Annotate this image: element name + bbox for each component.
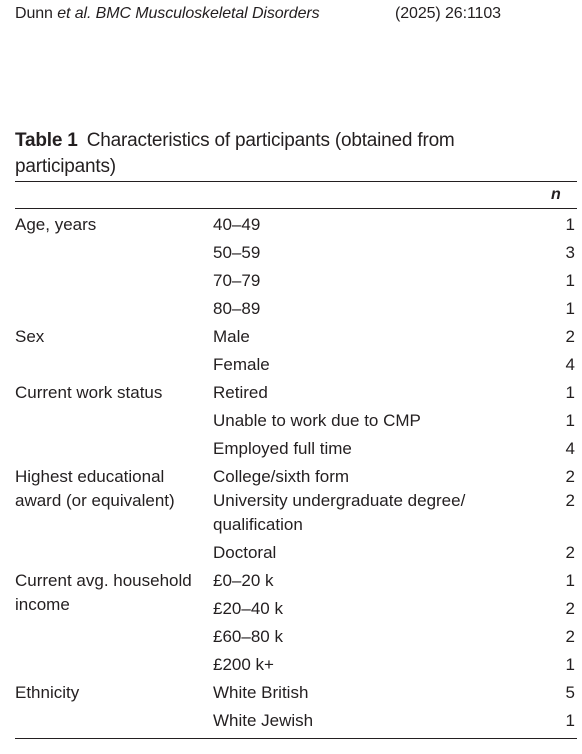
row-subcategory: 40–49: [213, 215, 261, 234]
row-count: 2: [565, 627, 575, 646]
row-count: 1: [565, 299, 575, 318]
table-top-rule: [15, 181, 577, 182]
table-row: Unable to work due to CMP 1: [15, 407, 577, 435]
table-row: Employed full time 4: [15, 435, 577, 463]
table-label: Table 1: [15, 130, 78, 151]
table-row: £60–80 k 2: [15, 623, 577, 651]
row-subcategory: £0–20 k: [213, 571, 274, 590]
row-subcategory: Doctoral: [213, 543, 277, 562]
row-count: 3: [565, 243, 575, 262]
table-row: 70–79 1: [15, 267, 577, 295]
column-header-n: n: [551, 186, 561, 203]
row-count: 4: [565, 439, 575, 458]
running-head-citation: (2025) 26:1103: [395, 5, 501, 22]
row-count: 2: [565, 491, 575, 510]
row-subcategory: White British: [213, 683, 309, 702]
row-count: 1: [565, 655, 575, 674]
table-row: Ethnicity White British 5: [15, 679, 577, 707]
row-count: 1: [565, 711, 575, 730]
row-count: 2: [565, 599, 575, 618]
row-category: Age, years: [15, 215, 97, 234]
table-row: Sex Male 2: [15, 323, 577, 351]
row-count: 4: [565, 355, 575, 374]
row-count: 2: [565, 543, 575, 562]
row-count: 5: [565, 683, 575, 702]
row-subcategory: £60–80 k: [213, 627, 283, 646]
table-row: 50–59 3: [15, 239, 577, 267]
row-subcategory: Unable to work due to CMP: [213, 411, 421, 430]
running-head-et-al: et al.: [57, 5, 92, 22]
table-row: Current avg. household income £0–20 k 1: [15, 567, 577, 614]
row-count: 2: [565, 467, 575, 486]
table-row: £200 k+ 1: [15, 651, 577, 679]
row-category: Ethnicity: [15, 683, 80, 702]
row-subcategory: University undergraduate degree/ qualifi…: [213, 491, 466, 534]
row-count: 2: [565, 327, 575, 346]
row-subcategory: Employed full time: [213, 439, 352, 458]
table-row: Age, years 40–49 1: [15, 211, 577, 239]
row-subcategory: Retired: [213, 383, 268, 402]
row-count: 1: [565, 383, 575, 402]
row-subcategory: £200 k+: [213, 655, 274, 674]
running-head-journal: BMC Musculoskeletal Disorders: [95, 5, 320, 22]
table-row: £20–40 k 2: [15, 595, 577, 623]
row-subcategory: 70–79: [213, 271, 261, 290]
table-row: Highest educational award (or equivalent…: [15, 463, 577, 510]
row-category: Sex: [15, 327, 45, 346]
table-body: Age, years 40–49 1 50–59 3 70–79 1 80–89 1 Sex Mal…: [15, 211, 577, 735]
row-subcategory: £20–40 k: [213, 599, 283, 618]
table-row: Doctoral 2: [15, 539, 577, 567]
row-subcategory: College/sixth form: [213, 467, 350, 486]
row-category: Current work status: [15, 383, 163, 402]
table-row: Current work status Retired 1: [15, 379, 577, 407]
row-subcategory: White Jewish: [213, 711, 314, 730]
row-count: 1: [565, 271, 575, 290]
row-subcategory: 80–89: [213, 299, 261, 318]
row-count: 1: [565, 215, 575, 234]
table-caption-text: Characteristics of participants (obtaine…: [15, 130, 455, 177]
row-count: 1: [565, 411, 575, 430]
table-row: University undergraduate degree/ qualifi…: [15, 487, 577, 539]
row-count: 1: [565, 571, 575, 590]
table-row: White Jewish 1: [15, 707, 577, 735]
row-category: Highest educational award (or equivalent…: [15, 467, 175, 510]
row-category: Current avg. household income: [15, 571, 192, 614]
row-subcategory: Male: [213, 327, 250, 346]
table-bottom-rule: [15, 738, 577, 739]
table-header-rule: [15, 208, 577, 209]
row-subcategory: 50–59: [213, 243, 261, 262]
row-subcategory: Female: [213, 355, 270, 374]
table-row: 80–89 1: [15, 295, 577, 323]
running-head: Dunn et al. BMC Musculoskeletal Disorder…: [15, 5, 501, 23]
table-row: Female 4: [15, 351, 577, 379]
running-head-authors: Dunn: [15, 5, 53, 22]
table-caption: Table 1 Characteristics of participants …: [15, 128, 535, 180]
